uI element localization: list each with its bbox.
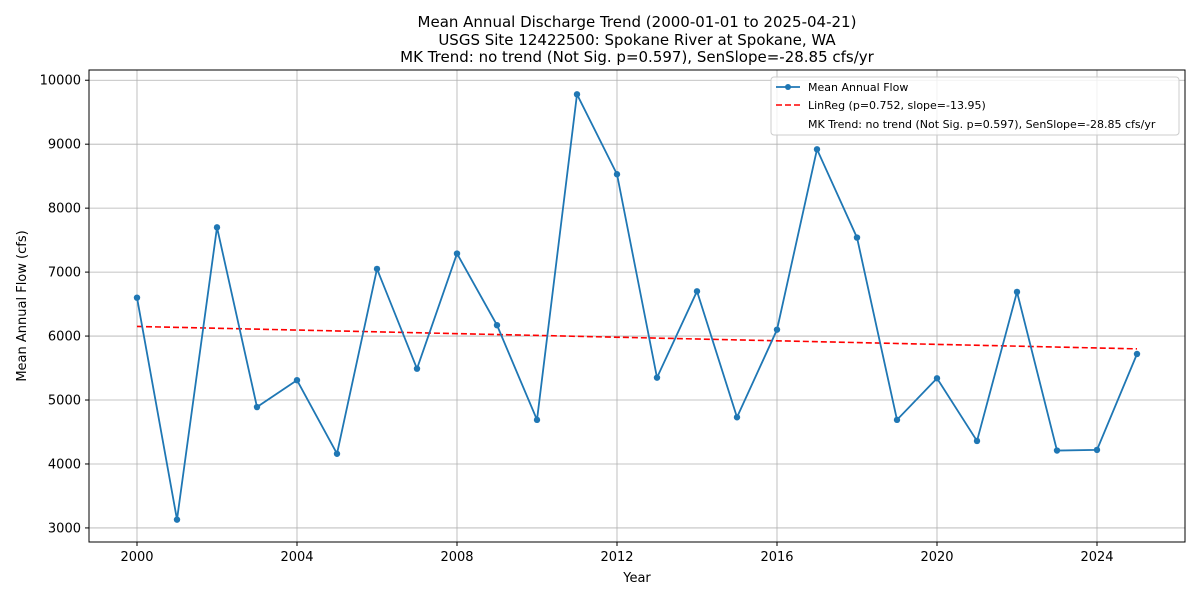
flow-data-point: [573, 91, 581, 98]
legend-linreg-label: LinReg (p=0.752, slope=-13.95): [808, 99, 986, 112]
flow-data-point: [933, 375, 941, 382]
x-tick-label: 2000: [120, 550, 153, 565]
axes: 2000 2004 2008 2012 2016 2020 2024 3000 4000 5000…: [40, 69, 1186, 565]
legend-mk-label: MK Trend: no trend (Not Sig. p=0.597), S…: [808, 118, 1156, 131]
y-tick-label: 5000: [48, 394, 81, 409]
x-tick-label: 2004: [280, 550, 313, 565]
chart-title-line-3: MK Trend: no trend (Not Sig. p=0.597), S…: [400, 48, 875, 66]
flow-data-point: [413, 365, 421, 372]
flow-data-point: [133, 294, 141, 301]
chart-title-line-2: USGS Site 12422500: Spokane River at Spo…: [438, 31, 836, 49]
flow-data-point: [453, 250, 461, 257]
flow-data-point: [213, 224, 221, 231]
flow-data-point: [813, 146, 821, 153]
flow-data-point: [333, 450, 341, 457]
legend-flow-label: Mean Annual Flow: [808, 81, 908, 94]
linreg-trend-line: [136, 325, 1138, 350]
flow-data-point: [1093, 446, 1101, 454]
grid: [89, 70, 1185, 542]
flow-data-point: [533, 416, 541, 424]
x-tick-label: 2024: [1080, 550, 1113, 565]
x-tick-label: 2020: [920, 550, 953, 565]
flow-data-point: [653, 374, 661, 381]
y-tick-label: 6000: [48, 330, 81, 345]
y-tick-label: 10000: [40, 74, 81, 89]
flow-data-point: [1013, 288, 1021, 296]
legend-box: [770, 76, 1180, 136]
flow-data-point: [373, 265, 381, 273]
flow-data-point: [173, 516, 181, 523]
flow-data-point: [613, 171, 621, 178]
x-tick-label: 2012: [600, 550, 633, 565]
flow-data-point: [493, 321, 501, 329]
legend-flow-marker: [785, 84, 791, 90]
flow-data-point: [973, 437, 981, 445]
flow-data-point: [1053, 447, 1061, 454]
flow-data-point: [773, 326, 781, 333]
flow-data-point: [853, 234, 861, 241]
y-tick-label: 8000: [48, 202, 81, 217]
y-tick-label: 4000: [48, 457, 81, 472]
flow-data-point: [693, 288, 701, 295]
y-tick-label: 9000: [48, 138, 81, 153]
flow-data-point: [1133, 350, 1141, 358]
y-tick-label: 3000: [48, 521, 81, 536]
flow-data-point: [893, 416, 901, 424]
flow-data-point: [733, 414, 741, 421]
legend: Mean Annual Flow LinReg (p=0.752, slope=…: [770, 76, 1180, 136]
mean-annual-flow-line: [136, 91, 1138, 520]
plot-series: [133, 91, 1141, 523]
y-tick-label: 7000: [48, 266, 81, 281]
x-axis-label: Year: [622, 571, 651, 586]
plot-frame: [88, 69, 1186, 543]
x-tick-label: 2008: [440, 550, 473, 565]
flow-data-point: [293, 376, 301, 384]
y-axis-label: Mean Annual Flow (cfs): [15, 230, 30, 381]
x-tick-label: 2016: [760, 550, 793, 565]
chart-title-line-1: Mean Annual Discharge Trend (2000-01-01 …: [418, 13, 857, 31]
flow-data-point: [253, 403, 261, 411]
